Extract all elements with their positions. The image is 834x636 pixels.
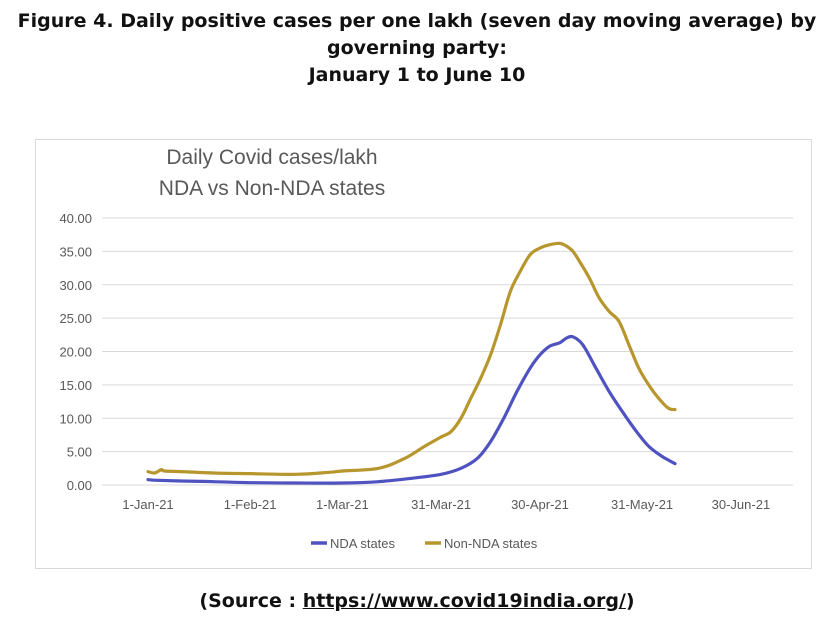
series-lines (146, 241, 677, 485)
figure-title: Figure 4. Daily positive cases per one l… (0, 8, 834, 89)
x-tick-label: 30-Jun-21 (712, 497, 771, 512)
x-axis: 1-Jan-21 1-Feb-21 1-Mar-21 31-Mar-21 30-Apr-… (122, 497, 770, 512)
y-tick-label: 10.00 (59, 411, 92, 426)
x-tick-label: 1-Mar-21 (316, 497, 369, 512)
figure-title-line-3: January 1 to June 10 (308, 64, 526, 86)
source-note: (Source : https://www.covid19india.org/) (0, 590, 834, 612)
source-suffix: ) (625, 590, 635, 612)
y-tick-label: 40.00 (59, 211, 92, 226)
legend-label: NDA states (330, 536, 396, 551)
series-line-nda-states (146, 334, 677, 485)
x-tick-label: 1-Feb-21 (224, 497, 277, 512)
y-tick-label: 5.00 (67, 445, 92, 460)
x-tick-label: 31-Mar-21 (411, 497, 471, 512)
legend-label: Non-NDA states (444, 536, 538, 551)
line-chart: Daily Covid cases/lakh NDA vs Non-NDA st… (59, 146, 793, 551)
chart-title: Daily Covid cases/lakh (166, 146, 377, 169)
source-prefix: (Source : (199, 590, 303, 612)
y-tick-label: 15.00 (59, 378, 92, 393)
figure-title-line-2: governing party: (327, 37, 507, 59)
x-tick-label: 31-May-21 (611, 497, 673, 512)
y-tick-label: 0.00 (67, 478, 92, 493)
figure-title-line-1: Figure 4. Daily positive cases per one l… (17, 10, 817, 32)
y-tick-label: 25.00 (59, 311, 92, 326)
gridlines (102, 217, 793, 486)
y-axis: 0.00 5.00 10.00 15.00 20.00 25.00 30.00 35.00 40… (59, 211, 92, 493)
series-line-non-nda-states (146, 241, 677, 476)
legend: NDA states Non-NDA states (311, 536, 538, 551)
x-tick-label: 30-Apr-21 (511, 497, 569, 512)
y-tick-label: 35.00 (59, 244, 92, 259)
y-tick-label: 20.00 (59, 345, 92, 360)
chart-container: Daily Covid cases/lakh NDA vs Non-NDA st… (35, 139, 812, 569)
chart-subtitle: NDA vs Non-NDA states (159, 177, 385, 200)
y-tick-label: 30.00 (59, 278, 92, 293)
source-link[interactable]: https://www.covid19india.org/ (302, 590, 626, 612)
x-tick-label: 1-Jan-21 (122, 497, 173, 512)
